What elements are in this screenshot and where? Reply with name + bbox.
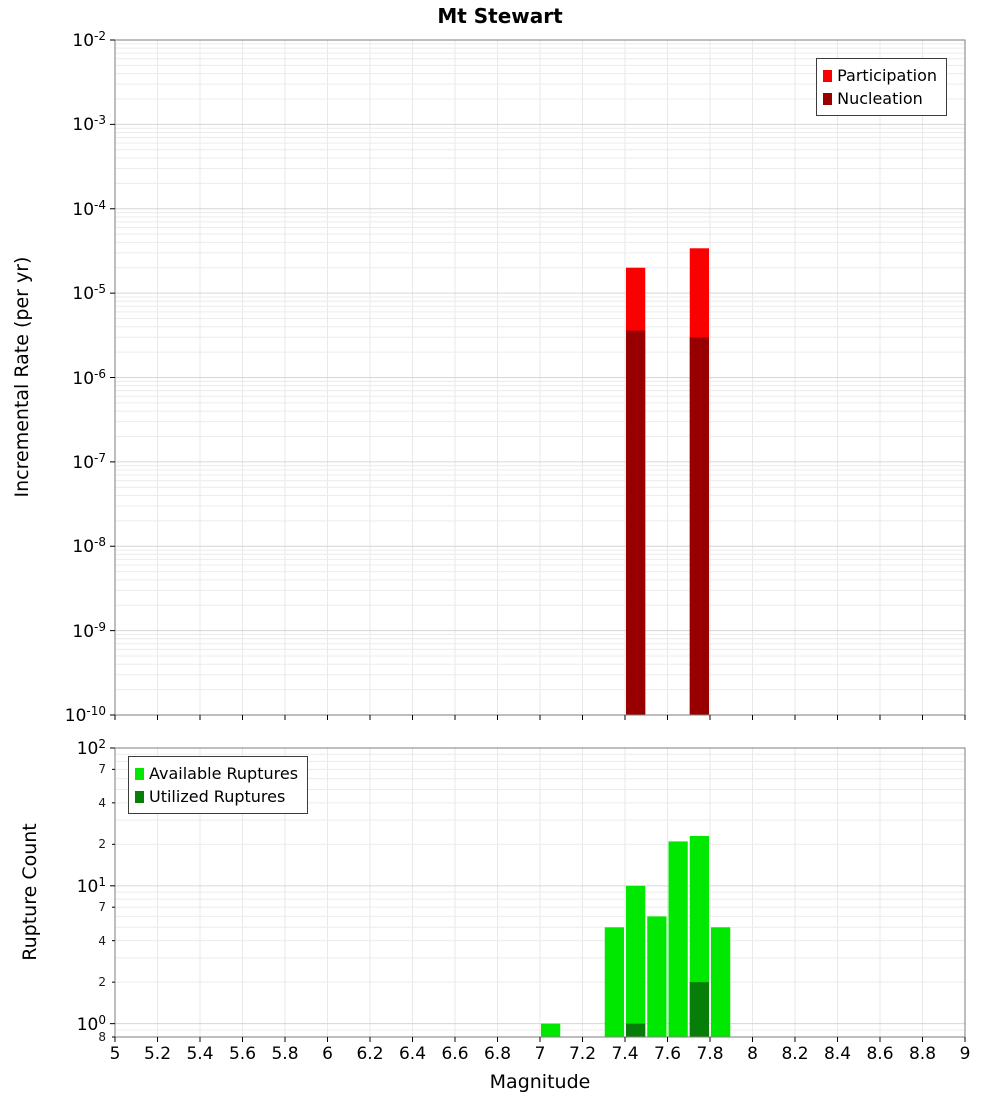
x-tick-label: 5.2 [143, 1044, 172, 1064]
y-tick-exponent: -9 [94, 619, 106, 634]
legend-item-nucleation: Nucleation [823, 89, 937, 108]
x-tick-label: 5.6 [228, 1044, 257, 1064]
y-tick-label: 10-3 [0, 114, 106, 134]
y-tick-base: 10 [72, 368, 95, 389]
y-minor-tick-label: 2 [98, 975, 106, 990]
legend-swatch-participation [823, 69, 833, 82]
legend-label-participation: Participation [837, 66, 937, 85]
y-minor-tick-label: 7 [98, 900, 106, 915]
bar-available-ruptures-m7.35 [604, 927, 624, 1037]
y-tick-label: 10-2 [0, 30, 106, 50]
x-tick-label: 8 [747, 1044, 758, 1064]
bar-available-ruptures-m7.55 [647, 916, 667, 1037]
x-axis-title-magnitude: Magnitude [489, 1071, 591, 1093]
chart-title: Mt Stewart [437, 4, 563, 28]
bar-available-ruptures-m7.45 [626, 885, 646, 1037]
legend-swatch-utilized-ruptures [135, 790, 144, 803]
legend-label-nucleation: Nucleation [837, 89, 923, 108]
y-tick-label: 10-7 [0, 452, 106, 472]
x-tick-label: 6 [322, 1044, 333, 1064]
x-tick-label: 6.8 [483, 1044, 512, 1064]
y-tick-label: 100 [0, 1014, 106, 1034]
bar-available-ruptures-m7.05 [541, 1023, 561, 1037]
x-tick-label: 5 [109, 1044, 121, 1064]
x-tick-label: 7 [534, 1044, 546, 1064]
y-tick-base: 10 [72, 621, 95, 642]
y-tick-label: 10-5 [0, 283, 106, 303]
x-tick-label: 7.8 [696, 1044, 724, 1064]
legend-item-participation: Participation [823, 66, 937, 85]
y-tick-base: 10 [76, 739, 99, 759]
y-tick-base: 10 [72, 284, 95, 305]
x-tick-label: 5.8 [271, 1044, 299, 1064]
x-tick-label: 6.6 [441, 1044, 469, 1064]
x-tick-label: 6.2 [356, 1044, 384, 1064]
x-tick-label: 7.6 [653, 1044, 682, 1064]
x-tick-label: 7.4 [611, 1044, 639, 1064]
y-tick-base: 10 [72, 537, 95, 558]
panel-incremental-rate [110, 39, 966, 720]
y-tick-exponent: -3 [94, 113, 106, 128]
y-minor-tick-label: 8 [98, 1030, 106, 1044]
y-tick-label: 102 [0, 738, 106, 758]
y-tick-exponent: -7 [94, 450, 106, 465]
legend-incremental-rate: Participation Nucleation [816, 58, 947, 116]
y-tick-label: 10-4 [0, 199, 106, 219]
y-tick-exponent: 0 [98, 1012, 106, 1027]
y-tick-base: 10 [72, 452, 95, 473]
bar-available-ruptures-m7.85 [711, 927, 731, 1037]
x-tick-label: 7.2 [568, 1044, 597, 1064]
y-tick-exponent: 1 [98, 874, 106, 889]
y-tick-exponent: 2 [98, 737, 106, 751]
y-tick-exponent: -10 [86, 704, 106, 718]
bar-available-ruptures-m7.65 [668, 841, 688, 1037]
y-tick-label: 10-8 [0, 536, 106, 556]
y-tick-label: 10-9 [0, 621, 106, 641]
legend-swatch-available-ruptures [135, 767, 144, 780]
y-minor-tick-label: 2 [98, 837, 106, 852]
x-tick-label: 9 [959, 1044, 971, 1064]
y-tick-label: 10-10 [0, 705, 106, 725]
y-tick-base: 10 [72, 31, 95, 51]
y-tick-base: 10 [72, 199, 95, 220]
bar-nucleation-m7.75 [689, 337, 709, 715]
legend-rupture-count: Available Ruptures Utilized Ruptures [128, 756, 309, 814]
y-tick-label: 10-6 [0, 368, 106, 388]
x-tick-label: 8.6 [866, 1044, 894, 1064]
x-tick-label: 8.8 [908, 1044, 937, 1064]
legend-label-available-ruptures: Available Ruptures [149, 764, 299, 783]
legend-item-available-ruptures: Available Ruptures [135, 764, 298, 783]
bar-nucleation-m7.45 [626, 330, 646, 715]
y-minor-tick-label: 7 [98, 762, 106, 777]
y-tick-exponent: -2 [94, 29, 106, 43]
y-tick-base: 10 [72, 115, 95, 136]
y-tick-exponent: -6 [94, 366, 106, 381]
legend-label-utilized-ruptures: Utilized Ruptures [149, 787, 286, 806]
y-tick-exponent: -5 [94, 282, 106, 297]
y-tick-exponent: -4 [94, 197, 106, 212]
bar-utilized-ruptures-m7.45 [626, 1023, 646, 1037]
x-tick-label: 6.4 [398, 1044, 427, 1064]
legend-item-utilized-ruptures: Utilized Ruptures [135, 787, 298, 806]
y-tick-base: 10 [76, 876, 99, 897]
y-tick-exponent: -8 [94, 535, 106, 550]
y-tick-base: 10 [64, 706, 87, 726]
bar-utilized-ruptures-m7.75 [689, 982, 709, 1037]
y-minor-tick-label: 4 [98, 795, 106, 810]
x-tick-label: 8.4 [823, 1044, 852, 1064]
y-tick-label: 101 [0, 876, 106, 896]
legend-swatch-nucleation [823, 92, 833, 105]
x-tick-label: 5.4 [186, 1044, 214, 1064]
y-minor-tick-label: 4 [98, 933, 106, 948]
x-tick-label: 8.2 [781, 1044, 809, 1064]
y-tick-base: 10 [76, 1014, 99, 1035]
